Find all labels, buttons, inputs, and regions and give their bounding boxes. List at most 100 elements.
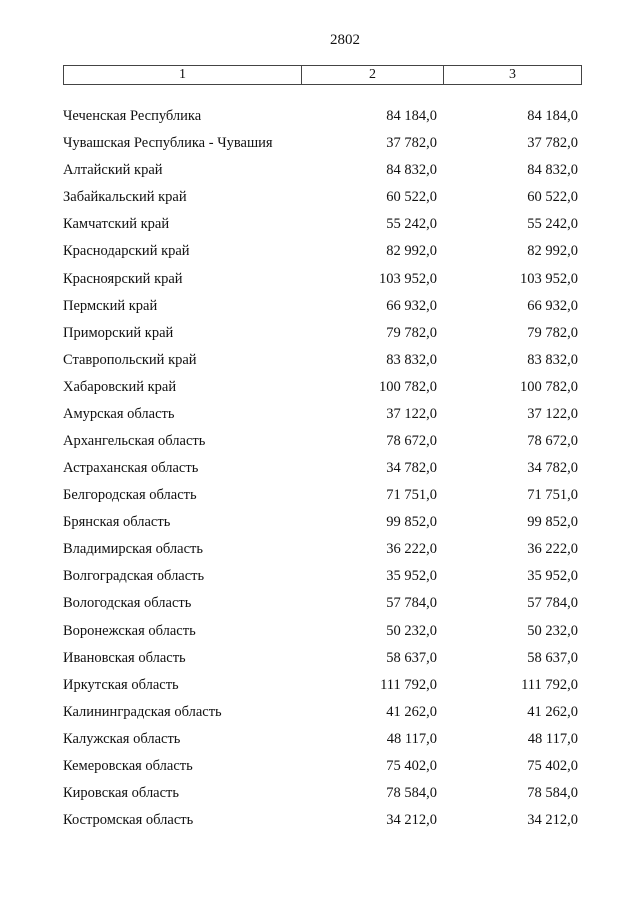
- region-name: Камчатский край: [63, 216, 170, 233]
- value-col-2: 50 232,0: [386, 622, 437, 639]
- region-name: Калининградская область: [63, 703, 222, 720]
- value-col-3: 41 262,0: [527, 703, 578, 720]
- table-row: Ставропольский край 83 832,0 83 832,0: [63, 347, 578, 374]
- value-col-2: 79 782,0: [386, 324, 437, 341]
- table-row: Чеченская Республика 84 184,0 84 184,0: [63, 103, 578, 130]
- value-col-3: 55 242,0: [527, 216, 578, 233]
- table-row: Вологодская область 57 784,0 57 784,0: [63, 590, 578, 617]
- table-row: Приморский край 79 782,0 79 782,0: [63, 320, 578, 347]
- region-name: Калужская область: [63, 730, 181, 747]
- value-col-3: 60 522,0: [527, 189, 578, 206]
- value-col-3: 82 992,0: [527, 243, 578, 260]
- value-col-2: 78 672,0: [386, 432, 437, 449]
- region-name: Архангельская область: [63, 432, 206, 449]
- value-col-3: 100 782,0: [520, 378, 578, 395]
- region-name: Кировская область: [63, 784, 180, 801]
- value-col-2: 103 952,0: [379, 270, 437, 287]
- table-row: Белгородская область 71 751,0 71 751,0: [63, 482, 578, 509]
- value-col-2: 111 792,0: [380, 676, 437, 693]
- table-row: Кемеровская область 75 402,0 75 402,0: [63, 753, 578, 780]
- value-col-3: 48 117,0: [527, 730, 578, 747]
- value-col-2: 84 832,0: [386, 162, 437, 179]
- value-col-2: 37 782,0: [386, 135, 437, 152]
- value-col-2: 84 184,0: [386, 108, 437, 125]
- region-name: Костромская область: [63, 812, 194, 829]
- region-name: Красноярский край: [63, 270, 183, 287]
- region-name: Пермский край: [63, 297, 158, 314]
- value-col-2: 100 782,0: [379, 378, 437, 395]
- table-row: Воронежская область 50 232,0 50 232,0: [63, 617, 578, 644]
- region-name: Чеченская Республика: [63, 108, 202, 125]
- region-name: Волгоградская область: [63, 568, 205, 585]
- value-col-3: 84 832,0: [527, 162, 578, 179]
- value-col-2: 58 637,0: [386, 649, 437, 666]
- value-col-2: 36 222,0: [386, 541, 437, 558]
- region-name: Краснодарский край: [63, 243, 190, 260]
- value-col-3: 58 637,0: [527, 649, 578, 666]
- header-col-2: 2: [302, 66, 444, 84]
- value-col-3: 84 184,0: [527, 108, 578, 125]
- value-col-2: 34 782,0: [386, 460, 437, 477]
- table-row: Хабаровский край 100 782,0 100 782,0: [63, 374, 578, 401]
- region-name: Ставропольский край: [63, 351, 197, 368]
- value-col-3: 78 672,0: [527, 432, 578, 449]
- value-col-3: 79 782,0: [527, 324, 578, 341]
- region-name: Амурская область: [63, 405, 175, 422]
- value-col-2: 71 751,0: [386, 487, 437, 504]
- value-col-2: 66 932,0: [386, 297, 437, 314]
- value-col-3: 37 782,0: [527, 135, 578, 152]
- region-name: Приморский край: [63, 324, 174, 341]
- region-name: Хабаровский край: [63, 378, 177, 395]
- region-name: Белгородская область: [63, 487, 197, 504]
- value-col-2: 75 402,0: [386, 757, 437, 774]
- value-col-2: 83 832,0: [386, 351, 437, 368]
- table-row: Красноярский край 103 952,0 103 952,0: [63, 265, 578, 292]
- value-col-2: 78 584,0: [386, 784, 437, 801]
- region-name: Чувашская Республика - Чувашия: [63, 135, 273, 152]
- value-col-3: 103 952,0: [520, 270, 578, 287]
- table-row: Алтайский край 84 832,0 84 832,0: [63, 157, 578, 184]
- table-row: Брянская область 99 852,0 99 852,0: [63, 509, 578, 536]
- value-col-2: 37 122,0: [386, 405, 437, 422]
- value-col-2: 57 784,0: [386, 595, 437, 612]
- value-col-3: 75 402,0: [527, 757, 578, 774]
- value-col-2: 60 522,0: [386, 189, 437, 206]
- region-name: Алтайский край: [63, 162, 163, 179]
- value-col-3: 71 751,0: [527, 487, 578, 504]
- value-col-2: 55 242,0: [386, 216, 437, 233]
- value-col-2: 82 992,0: [386, 243, 437, 260]
- value-col-2: 35 952,0: [386, 568, 437, 585]
- table-row: Калининградская область 41 262,0 41 262,0: [63, 699, 578, 726]
- region-name: Воронежская область: [63, 622, 196, 639]
- table-row: Чувашская Республика - Чувашия 37 782,0 37…: [63, 130, 578, 157]
- table-body: Чеченская Республика 84 184,0 84 184,0 Чува…: [63, 103, 578, 834]
- table-row: Иркутская область 111 792,0 111 792,0: [63, 672, 578, 699]
- value-col-3: 66 932,0: [527, 297, 578, 314]
- table-row: Костромская область 34 212,0 34 212,0: [63, 807, 578, 834]
- header-col-1: 1: [64, 66, 302, 84]
- table-row: Архангельская область 78 672,0 78 672,0: [63, 428, 578, 455]
- page-number: 2802: [330, 32, 360, 48]
- region-name: Брянская область: [63, 514, 171, 531]
- table-row: Ивановская область 58 637,0 58 637,0: [63, 645, 578, 672]
- region-name: Кемеровская область: [63, 757, 193, 774]
- value-col-3: 36 222,0: [527, 541, 578, 558]
- value-col-2: 34 212,0: [386, 812, 437, 829]
- value-col-3: 37 122,0: [527, 405, 578, 422]
- region-name: Астраханская область: [63, 460, 199, 477]
- table-row: Пермский край 66 932,0 66 932,0: [63, 293, 578, 320]
- region-name: Ивановская область: [63, 649, 186, 666]
- value-col-3: 57 784,0: [527, 595, 578, 612]
- value-col-3: 99 852,0: [527, 514, 578, 531]
- region-name: Забайкальский край: [63, 189, 187, 206]
- table-row: Владимирская область 36 222,0 36 222,0: [63, 536, 578, 563]
- value-col-3: 111 792,0: [521, 676, 578, 693]
- value-col-3: 83 832,0: [527, 351, 578, 368]
- table-header: 1 2 3: [63, 65, 582, 85]
- header-col-3: 3: [509, 67, 516, 82]
- value-col-2: 99 852,0: [386, 514, 437, 531]
- value-col-2: 41 262,0: [386, 703, 437, 720]
- value-col-3: 78 584,0: [527, 784, 578, 801]
- table-row: Кировская область 78 584,0 78 584,0: [63, 780, 578, 807]
